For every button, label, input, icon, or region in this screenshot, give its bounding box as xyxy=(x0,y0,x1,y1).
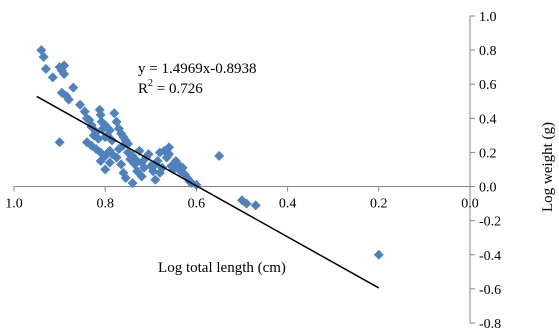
x-tick-label: 0.2 xyxy=(370,197,388,212)
data-point xyxy=(150,174,161,185)
x-tick-label: 0.0 xyxy=(461,197,479,212)
y-axis-ticks: 1.0 0.8 0.6 0.4 0.2 0.0 -0.2 -0.4 -0.6 -0.8 xyxy=(470,10,501,332)
data-point xyxy=(95,155,106,166)
y-tick-label: -0.4 xyxy=(479,249,501,264)
x-tick-label: 1.0 xyxy=(5,197,23,212)
data-point xyxy=(127,178,138,189)
data-point xyxy=(59,68,70,79)
data-point xyxy=(214,150,225,161)
r-squared-value: = 0.726 xyxy=(153,81,203,97)
data-point xyxy=(250,200,261,211)
data-point xyxy=(138,162,149,173)
data-point xyxy=(93,133,104,144)
data-point xyxy=(75,99,86,110)
r-squared-label: R2 = 0.726 xyxy=(138,78,203,97)
r-squared-exponent: 2 xyxy=(148,78,153,89)
data-point xyxy=(143,149,154,160)
y-axis-title: Log weight (g) xyxy=(540,122,556,212)
y-tick-label: 0.0 xyxy=(479,181,497,196)
data-point xyxy=(109,108,120,119)
y-tick-label: -0.2 xyxy=(479,215,501,230)
x-tick-label: 0.8 xyxy=(96,197,114,212)
data-point xyxy=(54,137,65,148)
y-tick-label: -0.6 xyxy=(479,283,501,298)
data-point xyxy=(132,166,143,177)
data-point xyxy=(111,152,122,163)
y-tick-label: 0.6 xyxy=(479,78,497,93)
r-squared-prefix: R xyxy=(138,81,148,97)
y-tick-label: 0.8 xyxy=(479,44,497,59)
x-axis-title: Log total length (cm) xyxy=(158,260,286,276)
y-tick-label: 0.4 xyxy=(479,112,497,127)
x-tick-label: 0.4 xyxy=(279,197,297,212)
data-point xyxy=(104,125,115,136)
data-point xyxy=(95,109,106,120)
trendline xyxy=(36,95,380,289)
data-point xyxy=(38,51,49,62)
x-tick-label: 0.6 xyxy=(188,197,206,212)
data-point xyxy=(40,63,51,74)
data-point xyxy=(164,142,175,153)
data-point xyxy=(63,94,74,105)
data-point xyxy=(68,82,79,93)
data-point xyxy=(154,147,165,158)
data-point xyxy=(120,173,131,184)
data-point xyxy=(47,72,58,83)
data-points xyxy=(36,45,384,260)
data-point xyxy=(104,157,115,168)
data-point xyxy=(59,60,70,71)
data-point xyxy=(373,249,384,260)
trendline-equation: y = 1.4969x-0.8938 xyxy=(138,61,256,77)
y-tick-label: 0.2 xyxy=(479,146,497,161)
data-point xyxy=(100,164,111,175)
y-tick-label: -0.8 xyxy=(479,317,501,332)
axes: 1.0 0.8 0.6 0.4 0.2 0.0 1.00.80.60.40.20.0-0.… xyxy=(5,10,501,332)
x-axis-ticks: 1.0 0.8 0.6 0.4 0.2 0.0 xyxy=(5,186,479,212)
y-tick-label: 1.0 xyxy=(479,10,497,25)
data-point xyxy=(241,198,252,209)
data-point xyxy=(116,159,127,170)
data-point xyxy=(164,149,175,160)
